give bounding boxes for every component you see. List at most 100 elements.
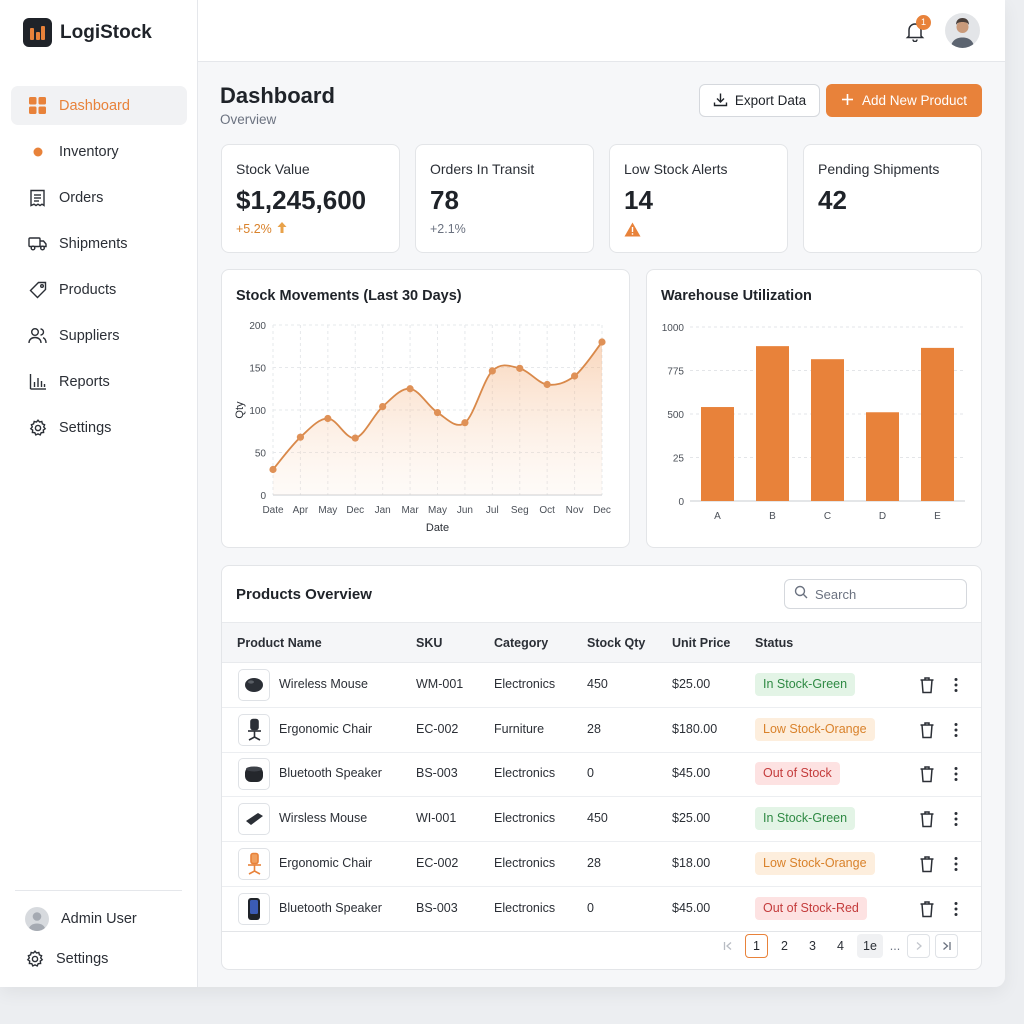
product-stock-qty: 0 bbox=[587, 766, 594, 781]
sidebar-item-label: Inventory bbox=[59, 143, 119, 160]
search-box[interactable] bbox=[784, 579, 967, 609]
more-vertical-icon[interactable] bbox=[949, 676, 963, 694]
footer-settings-link[interactable]: Settings bbox=[15, 941, 182, 977]
sidebar-item-reports[interactable]: Reports bbox=[11, 362, 187, 401]
kpi-value: 14 bbox=[624, 185, 653, 215]
notification-badge: 1 bbox=[916, 15, 931, 30]
table-row[interactable]: Wireless Mouse WM-001 Electronics 450 $25.00… bbox=[222, 663, 981, 708]
page-button[interactable]: 1 bbox=[745, 934, 768, 958]
trash-icon[interactable] bbox=[919, 855, 935, 873]
sidebar-item-shipments[interactable]: Shipments bbox=[11, 224, 187, 263]
data-point bbox=[488, 367, 496, 375]
product-category: Electronics bbox=[494, 855, 556, 870]
x-tick-label: Mar bbox=[401, 505, 419, 516]
table-row[interactable]: Ergonomic Chair EC-002 Furniture 28 $180.00 L… bbox=[222, 708, 981, 753]
kpi-label: Stock Value bbox=[236, 161, 310, 177]
pagination-ellipsis: ... bbox=[889, 939, 901, 953]
next-page-icon[interactable] bbox=[907, 934, 930, 958]
avatar[interactable] bbox=[945, 13, 980, 48]
more-vertical-icon[interactable] bbox=[949, 900, 963, 918]
kpi-card-orders-in-transit: Orders In Transit 78 +2.1% bbox=[415, 144, 594, 253]
product-name[interactable]: Bluetooth Speaker bbox=[279, 766, 382, 781]
product-sku: WI-001 bbox=[416, 811, 457, 826]
product-unit-price: $45.00 bbox=[672, 766, 711, 781]
y-tick-label: 500 bbox=[667, 410, 684, 421]
add-new-product-button[interactable]: Add New Product bbox=[826, 84, 982, 117]
column-header[interactable]: SKU bbox=[416, 636, 443, 650]
kpi-value: 42 bbox=[818, 185, 847, 215]
column-header[interactable]: Product Name bbox=[237, 636, 322, 650]
product-name[interactable]: Wireless Mouse bbox=[279, 677, 368, 691]
user-profile[interactable]: Admin User bbox=[15, 901, 182, 937]
sidebar-item-suppliers[interactable]: Suppliers bbox=[11, 316, 187, 355]
y-tick-label: 150 bbox=[249, 364, 266, 375]
table-row[interactable]: Ergonomic Chair EC-002 Electronics 28 $18.00… bbox=[222, 842, 981, 887]
trash-icon[interactable] bbox=[919, 900, 935, 918]
page-subtitle: Overview bbox=[220, 112, 277, 127]
product-stock-qty: 0 bbox=[587, 900, 594, 915]
table-row[interactable]: Bluetooth Speaker BS-003 Electronics 0 $45.0… bbox=[222, 887, 981, 932]
sidebar-item-inventory[interactable]: Inventory bbox=[11, 132, 187, 171]
column-header[interactable]: Stock Qty bbox=[587, 636, 646, 650]
data-point bbox=[324, 414, 332, 423]
last-page-icon[interactable] bbox=[935, 934, 958, 958]
column-header[interactable]: Status bbox=[755, 636, 794, 650]
sidebar: LogiStock Dashboard Inventory Orders bbox=[0, 0, 198, 987]
page-button[interactable]: 2 bbox=[781, 939, 788, 953]
brand[interactable]: LogiStock bbox=[23, 18, 152, 47]
data-point bbox=[570, 372, 579, 380]
sidebar-item-orders[interactable]: Orders bbox=[11, 178, 187, 217]
product-name[interactable]: Ergonomic Chair bbox=[279, 855, 373, 870]
gear-icon bbox=[28, 418, 47, 437]
product-unit-price: $25.00 bbox=[672, 677, 711, 691]
product-name[interactable]: Ergonomic Chair bbox=[279, 721, 373, 736]
kpi-delta-text: +5.2% bbox=[236, 222, 272, 236]
more-vertical-icon[interactable] bbox=[949, 810, 963, 828]
sidebar-item-dashboard[interactable]: Dashboard bbox=[11, 86, 187, 125]
export-data-button[interactable]: Export Data bbox=[699, 84, 820, 117]
trash-icon[interactable] bbox=[919, 676, 935, 694]
bar bbox=[701, 407, 734, 501]
sidebar-item-settings[interactable]: Settings bbox=[11, 408, 187, 447]
sidebar-item-label: Dashboard bbox=[59, 97, 130, 114]
y-tick-label: 200 bbox=[249, 321, 266, 332]
sidebar-item-label: Orders bbox=[59, 189, 104, 206]
bar-chart-icon bbox=[28, 372, 47, 391]
x-tick-label: Nov bbox=[566, 505, 584, 516]
y-tick-label: 1000 bbox=[662, 323, 685, 334]
product-name[interactable]: Wirsless Mouse bbox=[279, 811, 368, 826]
kpi-delta bbox=[624, 222, 641, 240]
column-header[interactable]: Category bbox=[494, 636, 549, 650]
data-point bbox=[406, 385, 414, 393]
brand-name: LogiStock bbox=[60, 21, 152, 43]
page-button[interactable]: 3 bbox=[809, 939, 816, 953]
more-vertical-icon[interactable] bbox=[949, 855, 963, 873]
sidebar-item-label: Reports bbox=[59, 373, 110, 390]
page-button[interactable]: 4 bbox=[837, 939, 844, 953]
kpi-delta-text: +2.1% bbox=[430, 222, 466, 236]
product-stock-qty: 28 bbox=[587, 855, 601, 870]
trash-icon[interactable] bbox=[919, 721, 935, 739]
table-row[interactable]: Wirsless Mouse WI-001 Electronics 450 $25.00… bbox=[222, 797, 981, 843]
product-stock-qty: 450 bbox=[587, 811, 608, 826]
x-tick-label: Dec bbox=[593, 505, 611, 516]
export-data-label: Export Data bbox=[734, 93, 807, 108]
product-name[interactable]: Bluetooth Speaker bbox=[279, 900, 382, 915]
kpi-label: Orders In Transit bbox=[430, 161, 535, 177]
column-header[interactable]: Unit Price bbox=[672, 636, 731, 650]
status-badge: Low Stock-Orange bbox=[755, 717, 875, 741]
table-row[interactable]: Bluetooth Speaker BS-003 Electronics 0 $45.0… bbox=[222, 752, 981, 798]
search-input[interactable] bbox=[815, 586, 955, 602]
product-sku: EC-002 bbox=[416, 855, 459, 870]
more-vertical-icon[interactable] bbox=[949, 721, 963, 739]
trash-icon[interactable] bbox=[919, 810, 935, 828]
data-point bbox=[461, 419, 469, 427]
product-stock-qty: 450 bbox=[587, 677, 608, 691]
trash-icon[interactable] bbox=[919, 765, 935, 783]
more-vertical-icon[interactable] bbox=[949, 765, 963, 783]
page-button[interactable]: 1e bbox=[857, 934, 883, 958]
sidebar-item-products[interactable]: Products bbox=[11, 270, 187, 309]
first-page-icon[interactable] bbox=[717, 934, 740, 958]
product-sku: WM-001 bbox=[416, 677, 464, 691]
app-window: LogiStock Dashboard Inventory Orders bbox=[0, 0, 1005, 987]
